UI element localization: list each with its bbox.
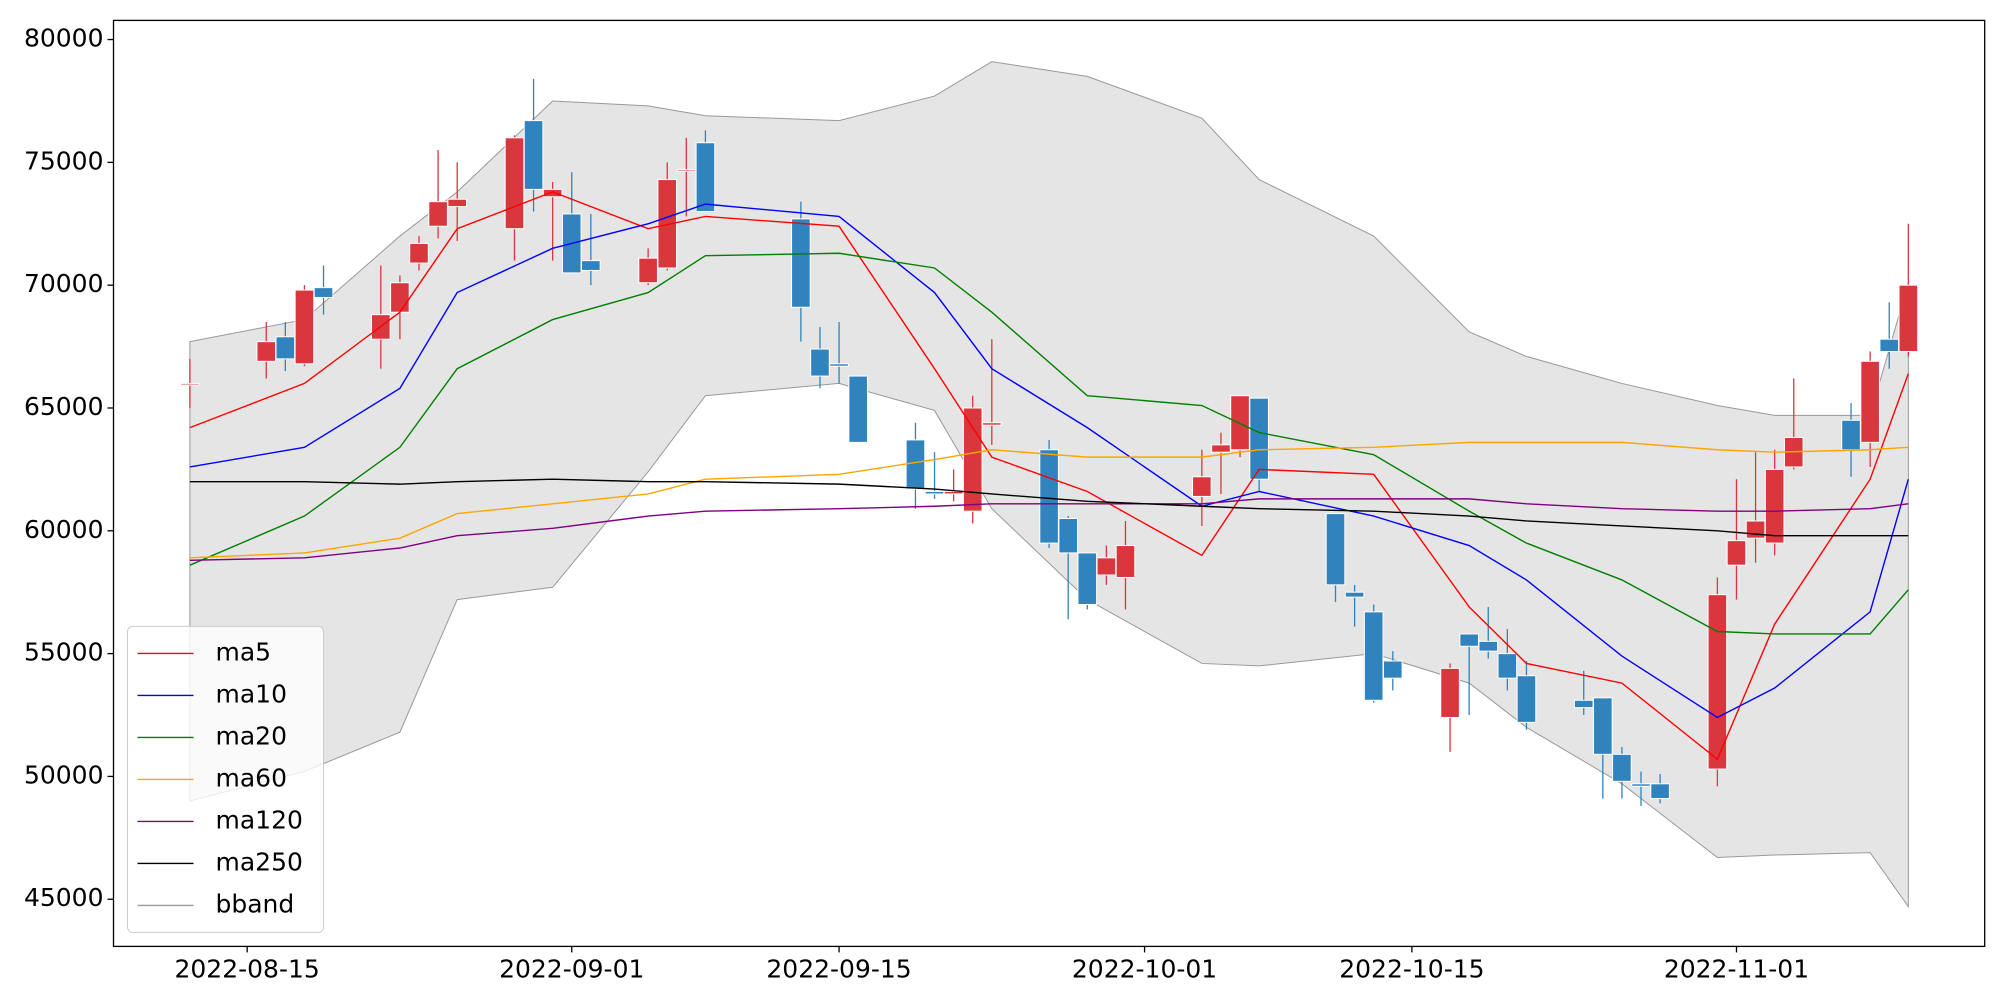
candle-body (905, 439, 926, 490)
candle-body (1440, 667, 1460, 718)
candle-body (1707, 594, 1728, 770)
candle-body (1363, 611, 1384, 701)
candle-body (1230, 395, 1250, 451)
y-tick-label: 80000 (24, 24, 104, 53)
candle-body (1192, 476, 1212, 497)
legend-label: ma20 (216, 721, 287, 750)
candle-body (294, 289, 315, 365)
candle-body (1612, 753, 1632, 782)
candle-body (1516, 675, 1537, 723)
y-tick-label: 75000 (24, 146, 104, 175)
candle-body (1573, 699, 1594, 709)
candle-body (695, 142, 716, 212)
candle-body (1593, 697, 1613, 755)
candle-body (1115, 545, 1136, 578)
candle-body (1077, 552, 1098, 605)
candle-body (829, 363, 849, 367)
candle-body (810, 348, 830, 377)
candle-body (523, 120, 544, 190)
candle-body (1841, 419, 1861, 451)
y-tick-label: 50000 (24, 760, 104, 789)
candle-body (1459, 633, 1479, 647)
candle-body (638, 257, 658, 284)
ma-line (189, 252, 1909, 635)
candle-body (1879, 338, 1900, 353)
candle-body (390, 282, 410, 313)
candle-body (982, 422, 1002, 426)
candle-body (1650, 783, 1670, 800)
candle-body (1249, 397, 1269, 480)
y-tick-label: 70000 (24, 269, 104, 298)
plot-frame (112, 19, 1986, 948)
candle-body (581, 260, 601, 271)
ma-line (189, 478, 1909, 537)
candle-body (924, 491, 945, 495)
candle-body (1860, 360, 1880, 443)
candle-body (180, 382, 200, 386)
y-tick-label: 60000 (24, 515, 104, 544)
candle-body (447, 198, 467, 208)
candle-body (657, 179, 678, 269)
candle-body (1497, 653, 1518, 679)
legend-label: ma10 (216, 679, 287, 708)
candle-body (1039, 449, 1059, 544)
candle-body (542, 188, 563, 198)
x-tick-label: 2022-09-01 (499, 954, 644, 983)
y-tick-label: 65000 (24, 392, 104, 421)
candle-body (848, 375, 868, 443)
legend-label: ma120 (216, 805, 303, 834)
candle-body (409, 242, 429, 264)
legend-label: ma5 (216, 637, 272, 666)
candle-body (1764, 468, 1785, 544)
x-tick-label: 2022-10-01 (1072, 954, 1217, 983)
candle-body (1382, 660, 1403, 679)
x-tick-label: 2022-09-15 (766, 954, 911, 983)
candle-body (256, 341, 277, 362)
ma-line (189, 203, 1909, 719)
candle-body (676, 169, 697, 172)
candle-body (1058, 518, 1079, 554)
candle-body (1726, 540, 1747, 566)
legend-label: ma250 (216, 847, 303, 876)
ma-line (189, 441, 1909, 559)
candle-body (1096, 557, 1117, 576)
candle-body (791, 218, 811, 308)
ma-line (189, 498, 1909, 561)
x-tick-label: 2022-08-15 (175, 954, 320, 983)
candle-body (428, 201, 448, 227)
candle-body (1344, 591, 1365, 598)
legend-label: ma60 (216, 763, 287, 792)
ma-line (189, 191, 1909, 761)
candle-body (962, 407, 983, 512)
candle-body (1745, 520, 1766, 539)
x-tick-label: 2022-10-15 (1339, 954, 1484, 983)
candle-body (1211, 444, 1231, 453)
x-tick-label: 2022-11-01 (1664, 954, 1809, 983)
candle-body (1478, 640, 1499, 652)
candle-body (1325, 513, 1346, 586)
legend-box (127, 625, 324, 933)
legend-label: bband (216, 889, 295, 918)
candle-body (313, 287, 334, 298)
candle-body (504, 137, 525, 230)
y-tick-label: 45000 (24, 883, 104, 912)
y-tick-label: 55000 (24, 638, 104, 667)
candle-body (1898, 284, 1919, 353)
candle-body (1631, 783, 1651, 787)
candle-body (275, 336, 296, 360)
